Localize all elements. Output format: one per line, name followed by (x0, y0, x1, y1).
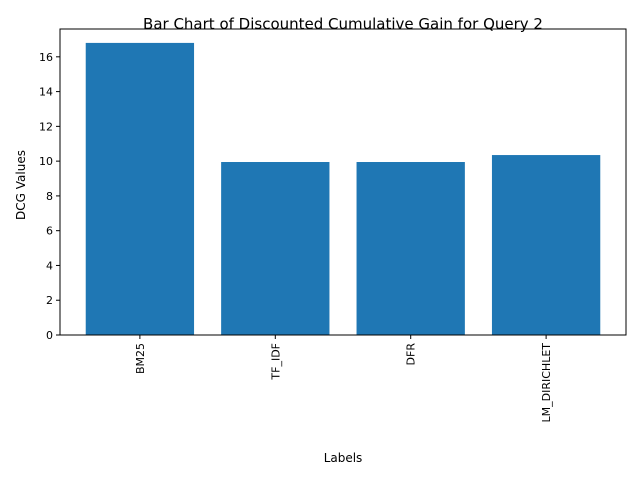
plot-frame (59, 28, 627, 336)
y-tick-label: 2 (46, 294, 53, 307)
bars-layer (85, 42, 601, 336)
x-axis-ticks: BM25 TF_IDF DFR LM_DIRICHLET (134, 335, 553, 422)
x-axis-label: Labels (324, 451, 363, 465)
y-tick-label: 12 (39, 120, 53, 133)
y-tick-label: 0 (46, 329, 53, 342)
y-tick-label: 4 (46, 259, 53, 272)
y-axis-ticks: 0 2 4 6 8 10 12 14 16 (39, 51, 60, 342)
bar-dfr (356, 162, 465, 335)
bar-tf_idf (221, 162, 330, 335)
y-tick-label: 10 (39, 155, 53, 168)
x-tick-label: TF_IDF (269, 343, 282, 381)
x-tick-label: LM_DIRICHLET (540, 343, 553, 423)
x-tick-label: BM25 (134, 343, 147, 374)
y-tick-label: 8 (46, 190, 53, 203)
chart-title: Bar Chart of Discounted Cumulative Gain … (143, 15, 543, 33)
y-tick-label: 16 (39, 51, 53, 64)
y-tick-label: 14 (39, 86, 53, 99)
bar-bm25 (85, 42, 195, 336)
bar-lm_dirichlet (491, 155, 601, 335)
y-tick-label: 6 (46, 225, 53, 238)
x-tick-label: DFR (405, 343, 418, 366)
y-axis-label: DCG Values (14, 150, 28, 220)
